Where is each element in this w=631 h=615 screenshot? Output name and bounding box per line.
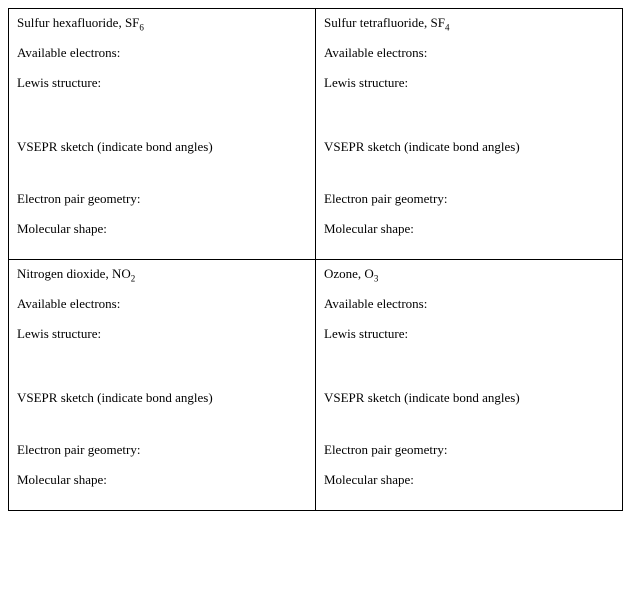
lewis-structure-label: Lewis structure:	[324, 75, 614, 91]
molecule-subscript: 3	[374, 274, 379, 284]
molecular-shape-label: Molecular shape:	[324, 472, 614, 488]
lewis-structure-label: Lewis structure:	[324, 326, 614, 342]
molecule-name-prefix: Sulfur hexafluoride, SF	[17, 15, 139, 30]
molecular-shape-label: Molecular shape:	[324, 221, 614, 237]
vsepr-sketch-label: VSEPR sketch (indicate bond angles)	[17, 390, 307, 406]
cell-sf6: Sulfur hexafluoride, SF6 Available elect…	[9, 9, 316, 260]
molecule-title: Sulfur tetrafluoride, SF4	[324, 15, 614, 31]
lewis-structure-label: Lewis structure:	[17, 75, 307, 91]
molecule-subscript: 6	[139, 23, 144, 33]
worksheet-table: Sulfur hexafluoride, SF6 Available elect…	[8, 8, 623, 511]
available-electrons-label: Available electrons:	[17, 45, 307, 61]
available-electrons-label: Available electrons:	[17, 296, 307, 312]
cell-o3: Ozone, O3 Available electrons: Lewis str…	[316, 260, 623, 511]
molecule-subscript: 4	[445, 23, 450, 33]
molecule-title: Ozone, O3	[324, 266, 614, 282]
molecular-shape-label: Molecular shape:	[17, 472, 307, 488]
molecule-title: Nitrogen dioxide, NO2	[17, 266, 307, 282]
molecule-subscript: 2	[131, 274, 136, 284]
molecule-name-prefix: Sulfur tetrafluoride, SF	[324, 15, 445, 30]
vsepr-sketch-label: VSEPR sketch (indicate bond angles)	[17, 139, 307, 155]
electron-pair-geometry-label: Electron pair geometry:	[324, 191, 614, 207]
lewis-structure-label: Lewis structure:	[17, 326, 307, 342]
molecular-shape-label: Molecular shape:	[17, 221, 307, 237]
molecule-name-prefix: Nitrogen dioxide, NO	[17, 266, 131, 281]
available-electrons-label: Available electrons:	[324, 296, 614, 312]
molecule-title: Sulfur hexafluoride, SF6	[17, 15, 307, 31]
electron-pair-geometry-label: Electron pair geometry:	[324, 442, 614, 458]
available-electrons-label: Available electrons:	[324, 45, 614, 61]
electron-pair-geometry-label: Electron pair geometry:	[17, 191, 307, 207]
vsepr-sketch-label: VSEPR sketch (indicate bond angles)	[324, 390, 614, 406]
molecule-name-prefix: Ozone, O	[324, 266, 374, 281]
vsepr-sketch-label: VSEPR sketch (indicate bond angles)	[324, 139, 614, 155]
cell-sf4: Sulfur tetrafluoride, SF4 Available elec…	[316, 9, 623, 260]
cell-no2: Nitrogen dioxide, NO2 Available electron…	[9, 260, 316, 511]
electron-pair-geometry-label: Electron pair geometry:	[17, 442, 307, 458]
